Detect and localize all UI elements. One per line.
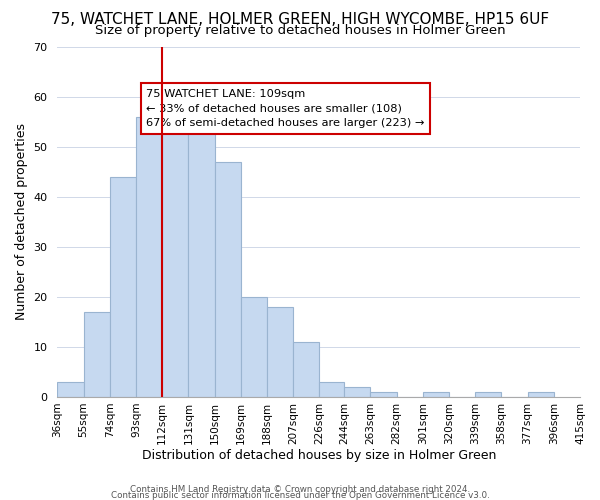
Bar	[527, 392, 554, 397]
Bar	[83, 312, 110, 397]
Y-axis label: Number of detached properties: Number of detached properties	[15, 123, 28, 320]
Bar	[423, 392, 449, 397]
Text: Size of property relative to detached houses in Holmer Green: Size of property relative to detached ho…	[95, 24, 505, 37]
Bar	[215, 162, 241, 397]
Bar	[136, 116, 162, 397]
Bar	[110, 176, 136, 397]
Bar	[241, 297, 267, 397]
Bar	[319, 382, 344, 397]
Bar	[267, 307, 293, 397]
Bar	[58, 382, 83, 397]
Text: Contains HM Land Registry data © Crown copyright and database right 2024.: Contains HM Land Registry data © Crown c…	[130, 484, 470, 494]
Bar	[475, 392, 502, 397]
Bar	[293, 342, 319, 397]
X-axis label: Distribution of detached houses by size in Holmer Green: Distribution of detached houses by size …	[142, 450, 496, 462]
Text: Contains public sector information licensed under the Open Government Licence v3: Contains public sector information licen…	[110, 490, 490, 500]
Bar	[370, 392, 397, 397]
Bar	[344, 387, 370, 397]
Bar	[188, 122, 215, 397]
Text: 75 WATCHET LANE: 109sqm
← 33% of detached houses are smaller (108)
67% of semi-d: 75 WATCHET LANE: 109sqm ← 33% of detache…	[146, 88, 425, 128]
Bar	[162, 132, 188, 397]
Text: 75, WATCHET LANE, HOLMER GREEN, HIGH WYCOMBE, HP15 6UF: 75, WATCHET LANE, HOLMER GREEN, HIGH WYC…	[51, 12, 549, 26]
